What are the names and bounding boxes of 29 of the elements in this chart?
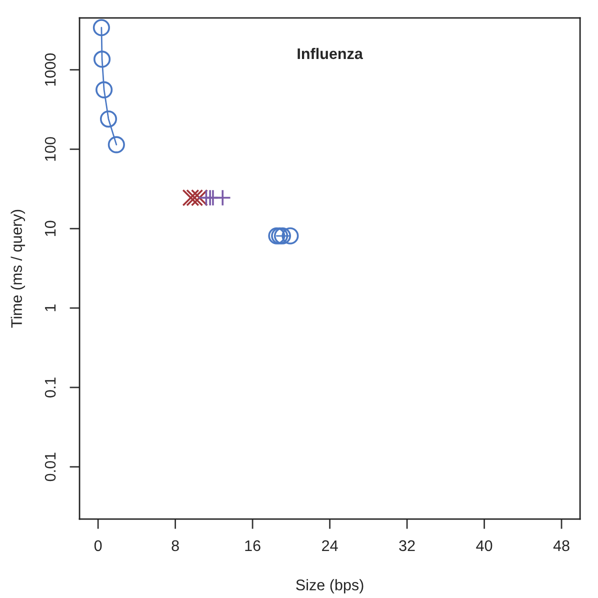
point bbox=[190, 189, 208, 206]
point bbox=[182, 189, 200, 206]
x-tick-label: 16 bbox=[245, 540, 260, 552]
y-tick-label: 0.1 bbox=[44, 378, 56, 398]
x-tick-label: 0 bbox=[94, 540, 102, 552]
point bbox=[271, 227, 288, 244]
x-tick-label: 48 bbox=[553, 540, 570, 552]
point bbox=[108, 136, 125, 154]
point bbox=[96, 81, 113, 98]
x-axis-title: Size (bps) bbox=[296, 579, 364, 594]
x-tick-label: 24 bbox=[322, 540, 338, 551]
y-tick-label: 1000 bbox=[44, 53, 56, 86]
x-tick-label: 40 bbox=[476, 540, 492, 552]
y-tick-label: 0.01 bbox=[44, 452, 56, 482]
point bbox=[268, 227, 286, 244]
point bbox=[93, 50, 111, 68]
x-tick-label: 8 bbox=[172, 540, 179, 552]
x-tick-label: 32 bbox=[399, 540, 415, 552]
y-tick-label: 100 bbox=[44, 137, 56, 161]
y-tick-label: 10 bbox=[44, 220, 56, 236]
text: Influenza bbox=[298, 48, 363, 60]
point bbox=[214, 189, 232, 206]
point bbox=[274, 227, 292, 244]
y-tick-label: 1 bbox=[45, 304, 56, 312]
y-axis-title: Time (ms / query) bbox=[10, 210, 26, 328]
point bbox=[92, 19, 110, 36]
point bbox=[282, 227, 299, 244]
point bbox=[100, 110, 118, 128]
point bbox=[186, 189, 204, 206]
